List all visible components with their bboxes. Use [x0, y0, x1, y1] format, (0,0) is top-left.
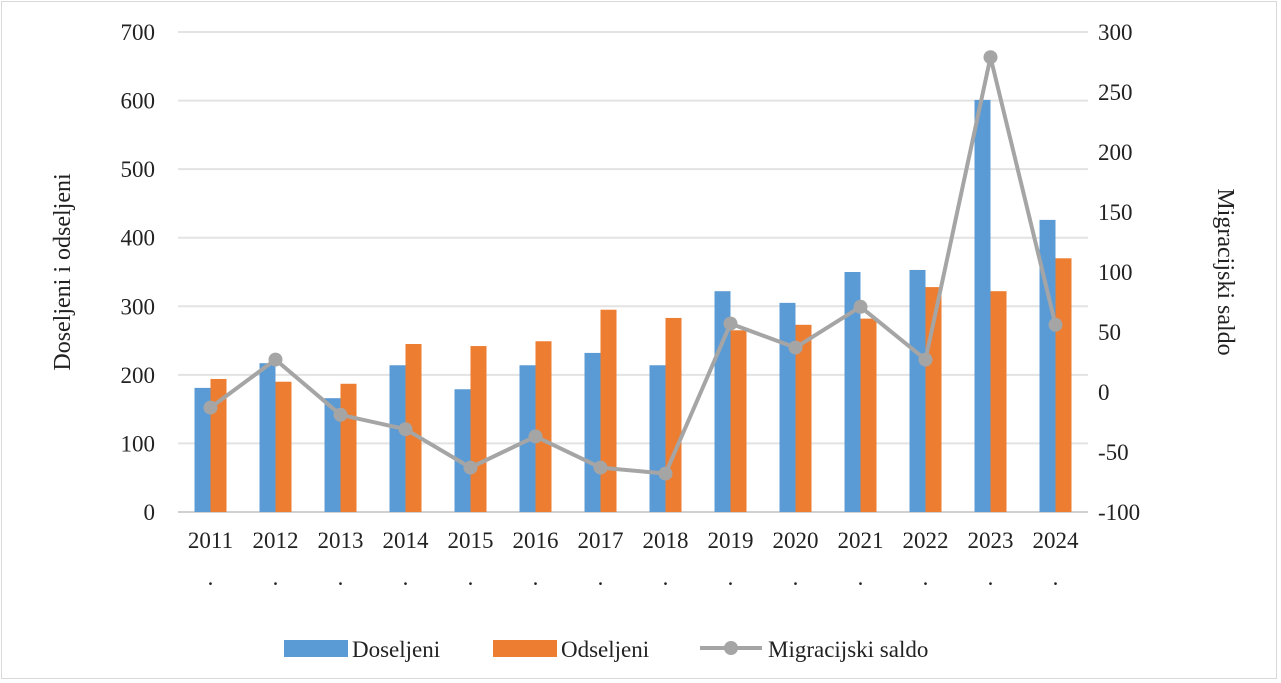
bar-odseljeni [730, 330, 747, 512]
y-tick-label-left: 500 [121, 157, 156, 182]
x-tick-suffix: . [988, 565, 994, 590]
x-tick-label: 2013 [318, 528, 364, 553]
y-tick-label-right: 250 [1098, 80, 1133, 105]
bar-doseljeni [454, 389, 471, 512]
marker-migracijski-saldo [983, 50, 998, 65]
bar-doseljeni [584, 352, 601, 512]
bar-doseljeni [389, 365, 406, 512]
bar-odseljeni [600, 309, 617, 512]
legend-label-saldo: Migracijski saldo [768, 637, 928, 662]
legend-swatch-saldo-marker [724, 641, 738, 655]
bar-doseljeni [1039, 219, 1056, 512]
legend-label-odseljeni: Odseljeni [561, 637, 649, 662]
bar-odseljeni [340, 383, 357, 512]
bar-odseljeni [275, 381, 292, 512]
marker-migracijski-saldo [723, 316, 738, 331]
bar-odseljeni [1055, 258, 1072, 512]
x-tick-suffix: . [858, 565, 864, 590]
y-tick-label-left: 700 [121, 20, 156, 45]
x-tick-label: 2024 [1033, 528, 1080, 553]
bar-doseljeni [779, 302, 796, 512]
bar-doseljeni [259, 363, 276, 512]
marker-migracijski-saldo [853, 299, 868, 314]
x-tick-label: 2023 [968, 528, 1014, 553]
marker-migracijski-saldo [203, 400, 218, 415]
legend: Doseljeni Odseljeni Migracijski saldo [284, 637, 928, 662]
y-tick-label-left: 300 [121, 294, 156, 319]
bar-doseljeni [194, 387, 211, 512]
marker-migracijski-saldo [1048, 317, 1063, 332]
x-tick-label: 2022 [903, 528, 949, 553]
marker-migracijski-saldo [398, 422, 413, 437]
marker-migracijski-saldo [658, 466, 673, 481]
y-tick-label-right: 0 [1098, 380, 1110, 405]
x-tick-suffix: . [728, 565, 734, 590]
marker-migracijski-saldo [788, 340, 803, 355]
bar-odseljeni [665, 317, 682, 512]
x-tick-suffix: . [338, 565, 344, 590]
x-tick-suffix: . [403, 565, 409, 590]
line-migracijski-saldo [209, 55, 1058, 476]
y-tick-label-right: 150 [1098, 200, 1133, 225]
marker-migracijski-saldo [333, 407, 348, 422]
y-axis-title-left: Doseljeni i odseljeni [50, 173, 76, 371]
bar-odseljeni [535, 341, 552, 512]
x-tick-label: 2021 [838, 528, 884, 553]
y-tick-label-left: 100 [121, 431, 156, 456]
y-tick-label-right: -100 [1098, 500, 1140, 525]
legend-swatch-odseljeni [493, 640, 557, 657]
x-tick-suffix: . [663, 565, 669, 590]
x-tick-label: 2015 [448, 528, 494, 553]
y-tick-label-right: 200 [1098, 140, 1133, 165]
bar-odseljeni [405, 344, 422, 512]
bar-doseljeni [974, 99, 991, 512]
y-tick-label-right: 100 [1098, 260, 1133, 285]
y-axis-title-right: Migracijski saldo [1212, 188, 1238, 355]
marker-migracijski-saldo [463, 460, 478, 475]
bar-odseljeni [470, 346, 487, 512]
bar-odseljeni [860, 318, 877, 512]
x-tick-label: 2019 [708, 528, 754, 553]
y-tick-label-left: 200 [121, 363, 156, 388]
x-tick-suffix: . [273, 565, 279, 590]
marker-migracijski-saldo [918, 352, 933, 367]
legend-swatch-doseljeni [284, 640, 348, 657]
y-tick-label-right: 50 [1098, 320, 1121, 345]
x-tick-suffix: . [1053, 565, 1059, 590]
x-tick-suffix: . [533, 565, 539, 590]
y-tick-label-left: 400 [121, 226, 156, 251]
y-tick-label-right: -50 [1098, 440, 1129, 465]
x-tick-label: 2018 [643, 528, 689, 553]
x-tick-label: 2011 [188, 528, 233, 553]
marker-migracijski-saldo [528, 429, 543, 444]
x-tick-suffix: . [598, 565, 604, 590]
x-tick-suffix: . [208, 565, 214, 590]
bar-doseljeni [324, 398, 341, 512]
y-tick-label-left: 600 [121, 89, 156, 114]
x-tick-label: 2017 [578, 528, 624, 553]
x-tick-label: 2014 [383, 528, 430, 553]
bar-doseljeni [844, 272, 861, 512]
marker-migracijski-saldo [593, 460, 608, 475]
y-tick-label-left: 0 [144, 500, 156, 525]
x-tick-suffix: . [923, 565, 929, 590]
bar-odseljeni [990, 291, 1007, 512]
x-tick-label: 2020 [773, 528, 819, 553]
marker-migracijski-saldo [268, 352, 283, 367]
x-tick-suffix: . [793, 565, 799, 590]
legend-label-doseljeni: Doseljeni [352, 637, 440, 662]
bar-doseljeni [649, 365, 666, 512]
x-tick-suffix: . [468, 565, 474, 590]
x-tick-label: 2012 [253, 528, 299, 553]
bar-odseljeni [795, 324, 812, 512]
y-tick-label-right: 300 [1098, 20, 1133, 45]
bar-doseljeni [909, 269, 926, 512]
x-tick-label: 2016 [513, 528, 559, 553]
